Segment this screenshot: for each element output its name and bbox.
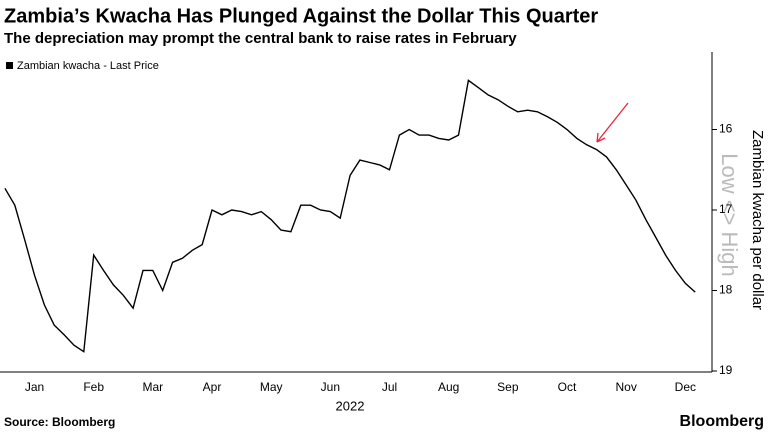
- y-axis-title: Zambian kwacha per dollar: [749, 130, 766, 310]
- x-tick-label: Jul: [382, 380, 397, 394]
- y-tick-label: 16: [719, 122, 733, 136]
- x-tick-label: Jan: [25, 380, 44, 394]
- x-axis-title: 2022: [336, 398, 365, 413]
- annotation-arrowhead: [596, 132, 606, 143]
- source: Source: Bloomberg: [4, 415, 115, 429]
- x-tick-label: Mar: [143, 380, 164, 394]
- chart-title: Zambia’s Kwacha Has Plunged Against the …: [4, 5, 598, 27]
- x-tick-label: Oct: [558, 380, 577, 394]
- x-tick-label: Dec: [675, 380, 696, 394]
- brand: Bloomberg: [680, 413, 764, 430]
- chart-subtitle: The depreciation may prompt the central …: [4, 30, 517, 47]
- legend-box: [2, 56, 174, 76]
- y-tick-label: 19: [719, 363, 733, 377]
- direction-label: Low <> High: [717, 153, 742, 277]
- x-tick-label: Sep: [497, 380, 519, 394]
- annotation-arrow: [596, 102, 629, 143]
- legend-swatch: [6, 62, 13, 69]
- legend-label: Zambian kwacha - Last Price: [17, 60, 159, 72]
- line: [4, 79, 696, 353]
- y-tick-label: 17: [719, 202, 733, 216]
- x-tick-label: Nov: [616, 380, 637, 394]
- x-tick-label: May: [260, 380, 283, 394]
- x-tick-label: Apr: [203, 380, 222, 394]
- y-tick-label: 18: [719, 283, 733, 297]
- x-tick-label: Feb: [83, 380, 104, 394]
- x-tick-label: Jun: [321, 380, 340, 394]
- x-tick-label: Aug: [438, 380, 459, 394]
